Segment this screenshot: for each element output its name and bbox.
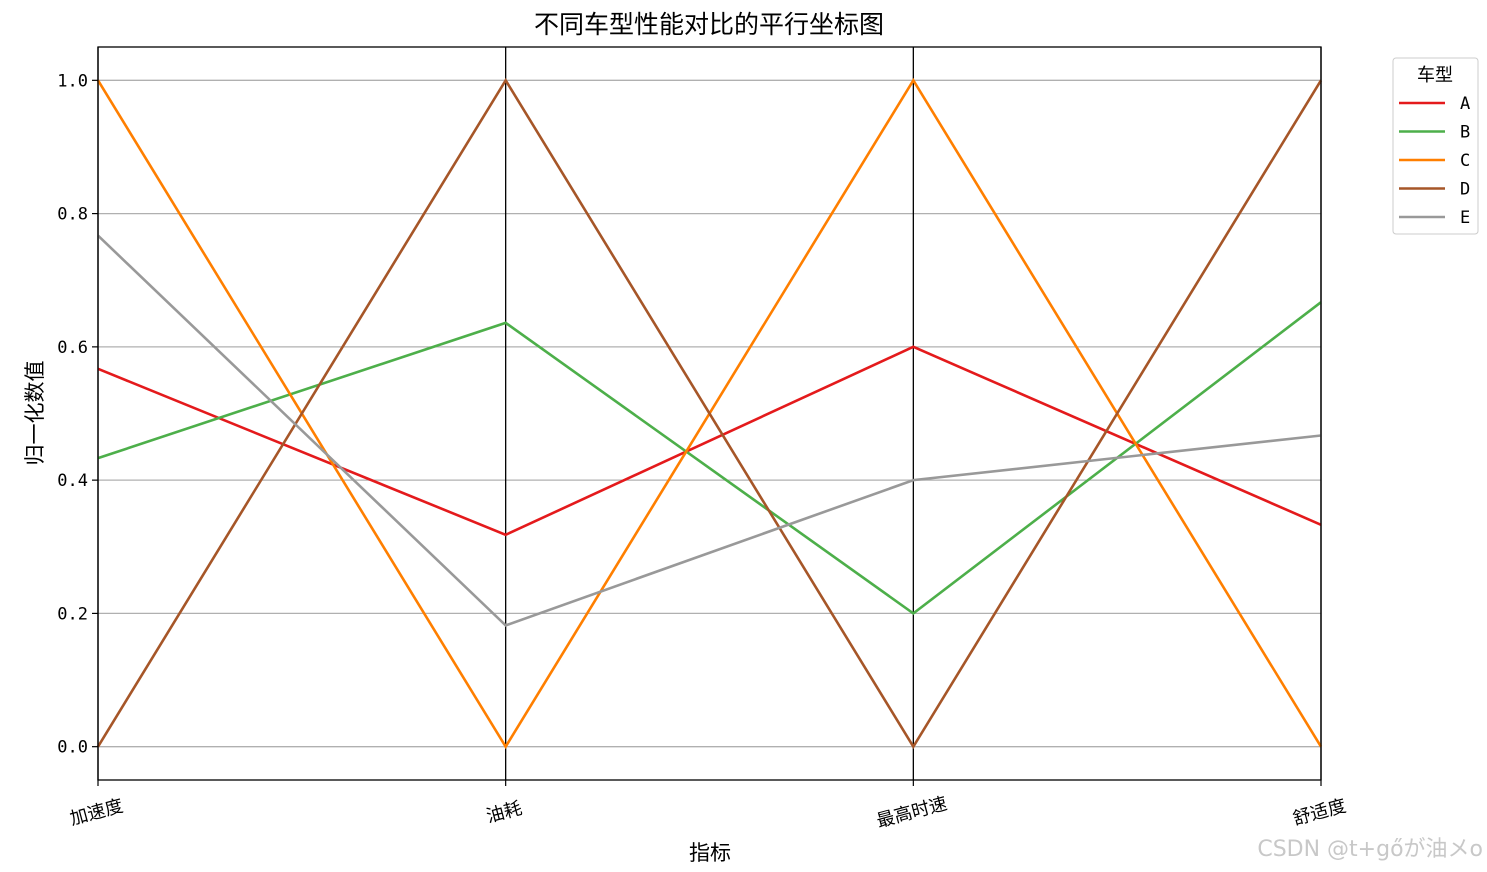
legend-label-A: A (1460, 94, 1470, 114)
y-tick-label: 0.4 (57, 471, 88, 491)
legend-title: 车型 (1417, 65, 1453, 86)
y-tick-label: 0.0 (57, 738, 88, 758)
series-line-A (97, 345, 1322, 537)
legend-label-E: E (1460, 208, 1470, 228)
y-tick-label: 0.6 (57, 338, 88, 358)
y-tick-label: 0.2 (57, 604, 88, 624)
y-tick-label: 1.0 (57, 71, 88, 91)
y-axis-label: 归一化数值 (23, 361, 47, 466)
series-lines (96, 77, 1323, 750)
plot-frame (97, 46, 1322, 781)
x-tick-label: 加速度 (68, 796, 126, 830)
x-tick-label: 最高时速 (874, 793, 949, 832)
grid-lines (98, 79, 1321, 748)
y-tick-label: 0.8 (57, 205, 88, 225)
legend-label-C: C (1460, 151, 1470, 171)
legend-label-B: B (1460, 123, 1470, 143)
series-line-D (96, 77, 1323, 750)
watermark: CSDN @t+gőが油メo (1257, 837, 1483, 862)
x-tick-label: 舒适度 (1291, 796, 1349, 830)
y-ticks: 0.0 0.2 0.4 0.6 0.8 1.0 (57, 71, 98, 758)
legend-label-D: D (1460, 180, 1470, 200)
series-line-E (97, 234, 1322, 627)
series-line-B (97, 301, 1322, 616)
x-axis-label: 指标 (689, 841, 731, 865)
x-tick-label: 油耗 (484, 798, 524, 828)
x-ticks: 加速度 油耗 最高时速 舒适度 (68, 780, 1349, 832)
chart-title: 不同车型性能对比的平行坐标图 (534, 10, 884, 39)
